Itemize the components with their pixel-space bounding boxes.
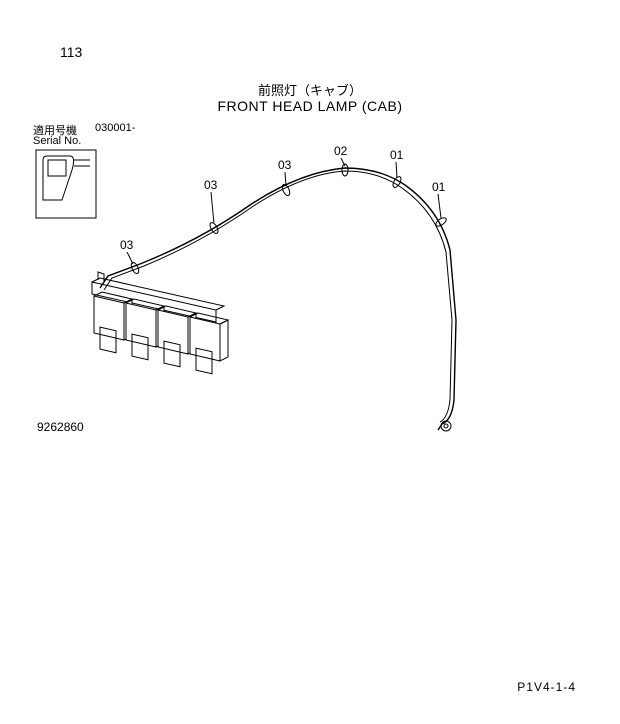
clips	[130, 164, 448, 275]
leaders	[127, 158, 441, 264]
harness	[100, 168, 456, 431]
cab-icon	[36, 150, 96, 218]
lamp-assembly	[92, 272, 228, 374]
diagram-svg	[0, 0, 620, 724]
